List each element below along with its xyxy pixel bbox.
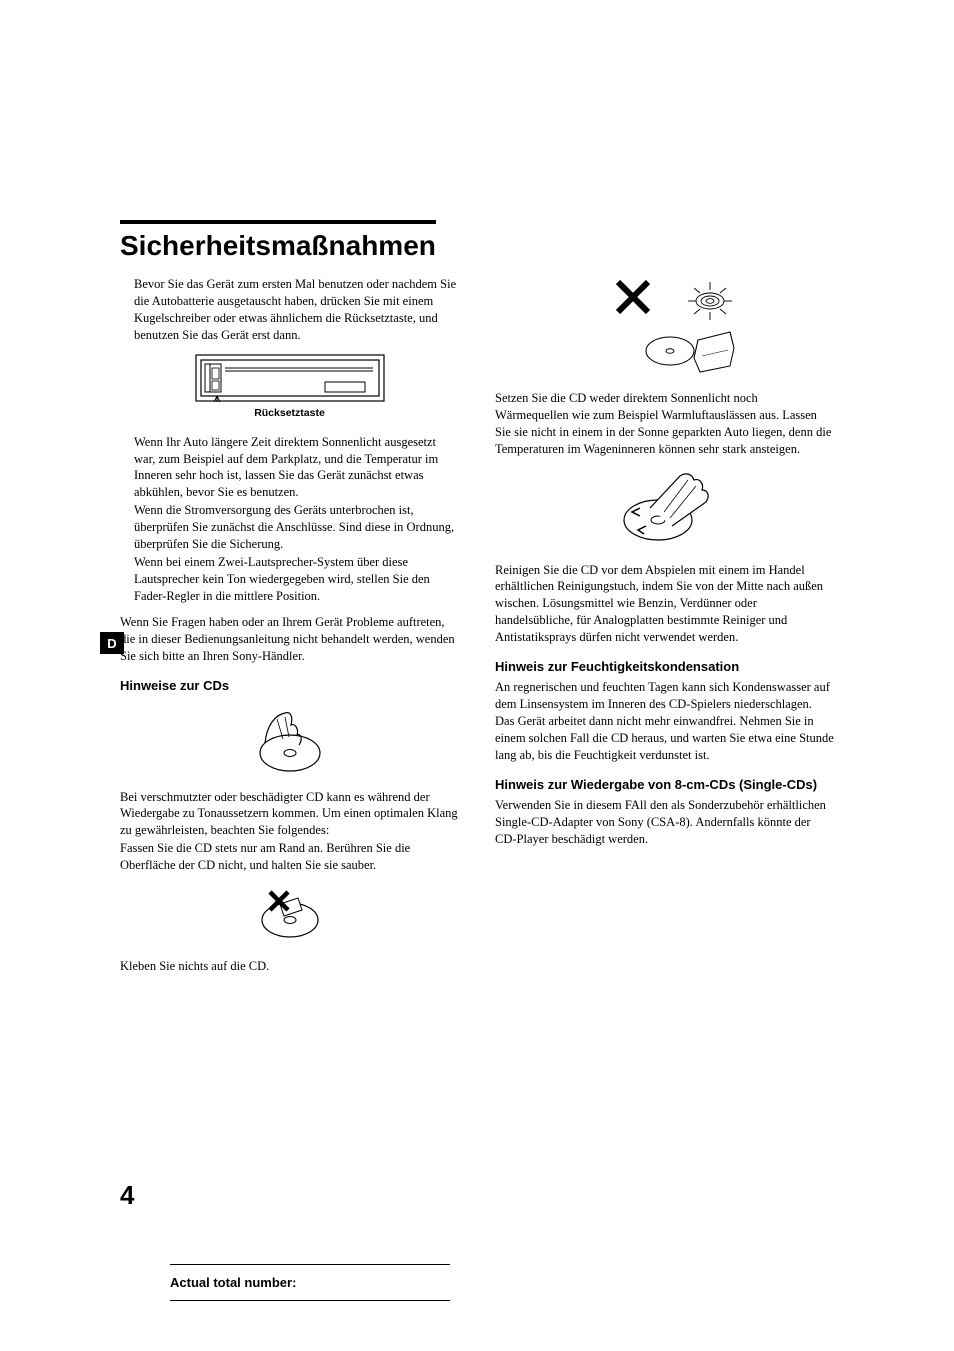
column-right: Setzen Sie die CD weder direktem Sonnenl… <box>495 276 834 985</box>
page-number: 4 <box>120 1180 134 1211</box>
wipe-text: Reinigen Sie die CD vor dem Abspielen mi… <box>495 562 834 646</box>
column-left: Bevor Sie das Gerät zum ersten Mal benut… <box>120 276 459 985</box>
intro-text: Bevor Sie das Gerät zum ersten Mal benut… <box>134 276 459 344</box>
sun-paragraph: Wenn Ihr Auto längere Zeit direktem Sonn… <box>134 434 459 605</box>
cd-edge-text: Fassen Sie die CD stets nur am Rand an. … <box>120 840 459 874</box>
cd-dirty-text: Bei verschmutzter oder beschädigter CD k… <box>120 789 459 840</box>
content-columns: Bevor Sie das Gerät zum ersten Mal benut… <box>120 276 834 985</box>
sun-heat-text: Setzen Sie die CD weder direktem Sonnenl… <box>495 390 834 458</box>
power-text: Wenn die Stromversorgung des Geräts unte… <box>134 502 459 553</box>
subhead-cds: Hinweise zur CDs <box>120 677 459 695</box>
reset-panel-diagram <box>195 354 385 402</box>
page-title: Sicherheitsmaßnahmen <box>120 220 436 262</box>
contact-paragraph: Wenn Sie Fragen haben oder an Ihrem Gerä… <box>120 614 459 665</box>
wipe-paragraph: Reinigen Sie die CD vor dem Abspielen mi… <box>495 562 834 646</box>
cd-wipe-icon <box>610 468 720 548</box>
no-sticker-text: Kleben Sie nichts auf die CD. <box>120 958 459 975</box>
language-tab: D <box>100 632 124 654</box>
subhead-humidity: Hinweis zur Feuchtigkeitskondensation <box>495 658 834 676</box>
cd-no-sun-icon <box>580 276 750 376</box>
contact-text: Wenn Sie Fragen haben oder an Ihrem Gerä… <box>120 614 459 665</box>
footer-label: Actual total number: <box>170 1264 450 1301</box>
cd-no-sun-figure <box>495 276 834 376</box>
reset-button-figure: Rücksetztaste <box>120 354 459 420</box>
cd-no-sticker-icon <box>250 884 330 944</box>
cd-wipe-figure <box>495 468 834 548</box>
cd-hold-edge-icon <box>245 705 335 775</box>
cd-no-sticker-figure <box>120 884 459 944</box>
single-cd-text: Verwenden Sie in diesem FAll den als Son… <box>495 797 834 848</box>
reset-caption: Rücksetztaste <box>254 406 325 420</box>
fader-text: Wenn bei einem Zwei-Lautsprecher-System … <box>134 554 459 605</box>
humidity-paragraph: An regnerischen und feuchten Tagen kann … <box>495 679 834 763</box>
single-cd-paragraph: Verwenden Sie in diesem FAll den als Son… <box>495 797 834 848</box>
subhead-8cm: Hinweis zur Wiedergabe von 8-cm-CDs (Sin… <box>495 776 834 794</box>
cd-clean-paragraph: Bei verschmutzter oder beschädigter CD k… <box>120 789 459 874</box>
cd-edge-figure <box>120 705 459 775</box>
no-sticker-paragraph: Kleben Sie nichts auf die CD. <box>120 958 459 975</box>
sun-text: Wenn Ihr Auto längere Zeit direktem Sonn… <box>134 434 459 502</box>
humidity-text: An regnerischen und feuchten Tagen kann … <box>495 679 834 763</box>
intro-paragraph: Bevor Sie das Gerät zum ersten Mal benut… <box>134 276 459 344</box>
sun-heat-paragraph: Setzen Sie die CD weder direktem Sonnenl… <box>495 390 834 458</box>
